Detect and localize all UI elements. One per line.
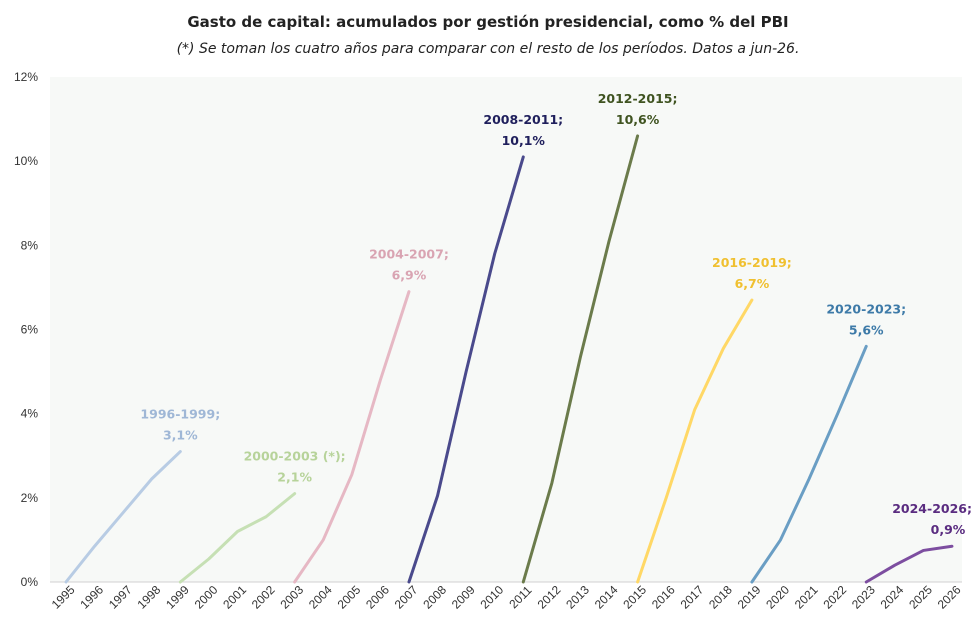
series-line <box>407 155 525 584</box>
x-tick-label: 2022 <box>820 583 849 612</box>
y-tick-label: 12% <box>14 70 38 84</box>
x-tick-label: 2010 <box>477 583 506 612</box>
series-group <box>64 134 954 584</box>
x-tick-label: 2021 <box>792 583 821 612</box>
x-tick-label: 2009 <box>449 583 478 612</box>
x-axis: 1995 1996 1997 1998 1999 2000 2001 2002 2003 2004… <box>49 583 964 612</box>
x-tick-label: 2001 <box>220 583 249 612</box>
x-tick-label: 2000 <box>192 583 221 612</box>
x-tick-label: 1996 <box>77 583 106 612</box>
x-tick-label: 1999 <box>163 583 192 612</box>
x-tick-label: 2013 <box>563 583 592 612</box>
x-tick-label: 2023 <box>849 583 878 612</box>
data-label-value: 3,1% <box>163 428 198 443</box>
chart-title: Gasto de capital: acumulados por gestión… <box>187 13 788 31</box>
data-label-period: 2008-2011; <box>483 112 563 127</box>
data-label-period: 2004-2007; <box>369 247 449 262</box>
series-line <box>750 344 868 584</box>
y-tick-label: 6% <box>21 323 39 337</box>
data-label-period: 2016-2019; <box>712 255 792 270</box>
series-line <box>521 134 640 584</box>
x-tick-label: 2006 <box>363 583 392 612</box>
series-line <box>178 492 297 584</box>
x-tick-label: 2011 <box>506 583 534 611</box>
data-label-period: 1996-1999; <box>140 407 220 422</box>
x-tick-label: 2017 <box>678 583 707 612</box>
series-line <box>636 298 754 584</box>
x-tick-label: 2014 <box>592 583 621 612</box>
x-tick-label: 2018 <box>706 583 735 612</box>
x-tick-label: 2002 <box>249 583 278 612</box>
x-tick-label: 1995 <box>49 583 78 612</box>
data-label-value: 6,7% <box>735 276 770 291</box>
y-tick-label: 8% <box>21 238 39 252</box>
data-label-value: 6,9% <box>392 268 427 283</box>
x-tick-label: 2005 <box>335 583 364 612</box>
data-label-value: 5,6% <box>849 322 884 337</box>
y-tick-label: 4% <box>21 407 39 421</box>
y-tick-label: 2% <box>21 491 39 505</box>
data-label-period: 2024-2026; <box>892 501 972 516</box>
x-tick-label: 2026 <box>935 583 964 612</box>
x-tick-label: 2019 <box>735 583 764 612</box>
x-tick-label: 2003 <box>277 583 306 612</box>
data-label-value: 0,9% <box>931 522 966 537</box>
x-tick-label: 1998 <box>135 583 164 612</box>
x-tick-label: 2024 <box>878 583 907 612</box>
x-tick-label: 2020 <box>763 583 792 612</box>
data-label-value: 2,1% <box>277 470 312 485</box>
data-label-period: 2000-2003 (*); <box>244 449 346 464</box>
series-line <box>64 450 182 584</box>
y-tick-label: 0% <box>21 575 39 589</box>
data-label-value: 10,1% <box>502 133 546 148</box>
x-tick-label: 1997 <box>106 583 135 612</box>
plot-area <box>50 77 962 582</box>
data-label-period: 2020-2023; <box>826 301 906 316</box>
x-tick-label: 2007 <box>392 583 421 612</box>
data-label-period: 2012-2015; <box>598 91 678 106</box>
y-axis: 0% 2% 4% 6% 8% 10% 12% <box>14 70 38 589</box>
chart-subtitle: (*) Se toman los cuatro años para compar… <box>177 41 800 57</box>
x-tick-label: 2012 <box>535 583 564 612</box>
data-label-value: 10,6% <box>616 112 660 127</box>
x-tick-label: 2008 <box>420 583 449 612</box>
x-tick-label: 2025 <box>906 583 935 612</box>
x-tick-label: 2016 <box>649 583 678 612</box>
y-tick-label: 10% <box>14 154 38 168</box>
x-tick-label: 2015 <box>620 583 649 612</box>
series-line <box>864 544 954 584</box>
x-tick-label: 2004 <box>306 583 335 612</box>
data-labels: 1996-1999; 3,1% 2000-2003 (*); 2,1% 2004-200… <box>140 91 972 537</box>
series-line <box>293 290 411 584</box>
